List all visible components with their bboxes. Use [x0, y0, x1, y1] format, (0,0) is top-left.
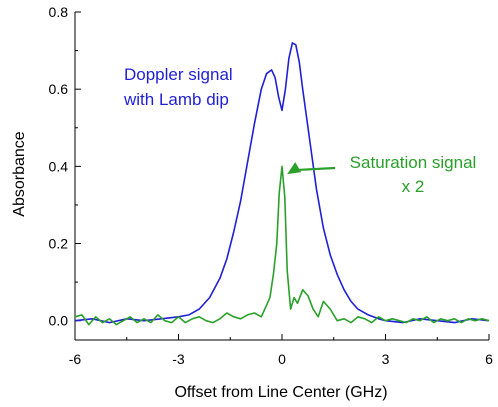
annotations: Doppler signal with Lamb dip Saturation si…	[123, 65, 476, 196]
y-tick-label: 0.0	[49, 313, 69, 329]
series-lines	[74, 42, 490, 326]
saturation-arrow-head	[287, 162, 302, 175]
saturation-annotation-line1: Saturation signal	[350, 153, 477, 172]
x-axis-label: Offset from Line Center (GHz)	[174, 384, 387, 401]
x-tick-label: 3	[382, 351, 390, 367]
doppler-annotation-line1: Doppler signal	[124, 65, 233, 84]
saturation-arrow-shaft	[295, 166, 336, 172]
x-tick-label: -3	[172, 351, 185, 367]
doppler-signal-line	[74, 42, 490, 324]
axes: 0.0 0.2 0.4 0.6 0.8 -6 -3 0 3 6	[49, 4, 494, 367]
doppler-annotation-line2: with Lamb dip	[123, 90, 229, 109]
y-axis-label: Absorbance	[11, 131, 28, 216]
y-tick-label: 0.4	[49, 158, 69, 174]
y-tick-label: 0.8	[49, 4, 69, 20]
y-tick-label: 0.2	[49, 236, 69, 252]
saturation-signal-line	[74, 165, 490, 326]
saturation-annotation-line2: x 2	[402, 177, 425, 196]
x-tick-label: -6	[69, 351, 82, 367]
x-tick-label: 0	[278, 351, 286, 367]
y-tick-label: 0.6	[49, 81, 69, 97]
x-tick-label: 6	[485, 351, 493, 367]
